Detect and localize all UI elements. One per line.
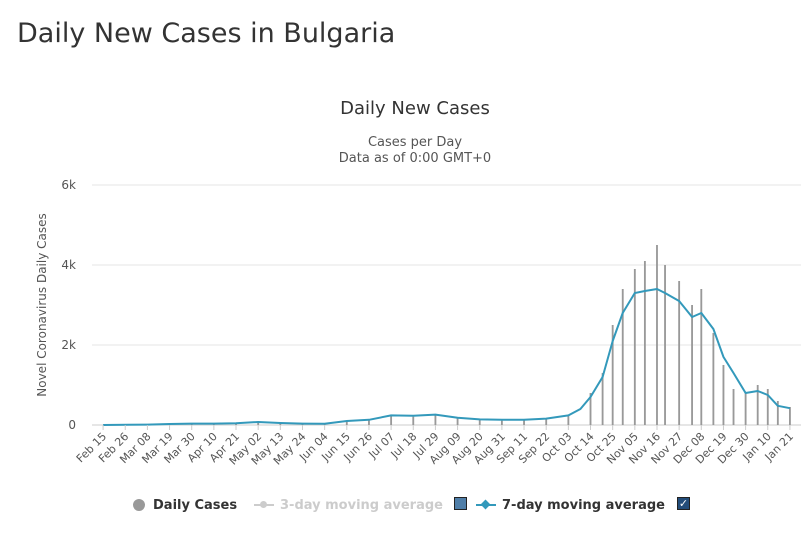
daily-cases-bar bbox=[279, 423, 282, 425]
chart-legend: Daily Cases 3-day moving average 7-day m… bbox=[0, 494, 812, 516]
daily-cases-bar bbox=[611, 325, 614, 425]
line-marker-icon bbox=[476, 499, 496, 511]
daily-cases-bar bbox=[664, 265, 666, 425]
legend-item-daily-cases[interactable]: Daily Cases bbox=[133, 494, 237, 516]
daily-cases-bar bbox=[434, 415, 437, 425]
y-axis-title: Novel Coronavirus Daily Cases bbox=[35, 213, 49, 396]
daily-cases-bar bbox=[235, 423, 237, 425]
y-tick-label: 0 bbox=[68, 418, 76, 432]
daily-cases-bar bbox=[412, 416, 415, 425]
daily-cases-bar bbox=[621, 289, 624, 425]
daily-cases-bar bbox=[643, 261, 646, 425]
daily-cases-bar bbox=[633, 269, 636, 425]
chart-title: Daily New Cases bbox=[340, 98, 490, 119]
legend-label-3-day-average: 3-day moving average bbox=[280, 497, 443, 513]
chart-subtitle-line2: Data as of 0:00 GMT+0 bbox=[339, 151, 491, 166]
circle-icon bbox=[133, 499, 145, 511]
daily-cases-bar bbox=[756, 385, 759, 425]
daily-cases-bar bbox=[700, 289, 703, 425]
daily-cases-bar bbox=[732, 389, 735, 425]
daily-cases-bar bbox=[368, 420, 370, 425]
daily-cases-bar bbox=[567, 415, 570, 425]
daily-cases-bar bbox=[766, 389, 769, 425]
chart-subtitle-line1: Cases per Day bbox=[368, 135, 462, 150]
daily-cases-bar bbox=[589, 393, 592, 425]
y-tick-label: 6k bbox=[61, 178, 76, 192]
legend-item-7-day-average[interactable]: 7-day moving average bbox=[476, 494, 665, 516]
daily-new-cases-chart: Daily New Cases Cases per Day Data as of… bbox=[35, 98, 801, 468]
line-marker-icon bbox=[254, 499, 274, 511]
daily-cases-bar bbox=[257, 421, 260, 425]
legend-item-3-day-average[interactable]: 3-day moving average bbox=[254, 494, 443, 516]
seven-day-average-line bbox=[103, 288, 791, 426]
daily-cases-bar bbox=[788, 407, 791, 425]
daily-cases-bar bbox=[678, 281, 681, 425]
y-tick-label: 4k bbox=[61, 258, 76, 272]
daily-cases-bar bbox=[601, 373, 604, 425]
daily-cases-bar bbox=[712, 333, 715, 425]
daily-cases-bar bbox=[545, 419, 548, 425]
checkbox-3-day-average[interactable] bbox=[454, 497, 467, 510]
daily-cases-bar bbox=[776, 401, 779, 425]
daily-cases-bar bbox=[691, 305, 693, 425]
daily-cases-bar bbox=[345, 420, 348, 425]
y-tick-label: 2k bbox=[61, 338, 76, 352]
checkbox-7-day-average[interactable]: ✓ bbox=[677, 497, 690, 510]
daily-cases-bar bbox=[523, 420, 525, 425]
legend-label-7-day-average: 7-day moving average bbox=[502, 497, 665, 513]
daily-cases-bar bbox=[456, 417, 459, 425]
daily-cases-bar bbox=[500, 420, 503, 425]
daily-cases-bar bbox=[722, 365, 725, 425]
legend-label-daily-cases: Daily Cases bbox=[153, 497, 238, 513]
daily-cases-bar bbox=[656, 245, 658, 425]
daily-cases-bar bbox=[390, 416, 393, 425]
daily-cases-bar bbox=[744, 393, 747, 425]
page-title: Daily New Cases in Bulgaria bbox=[17, 18, 396, 49]
daily-cases-bar bbox=[478, 419, 481, 425]
